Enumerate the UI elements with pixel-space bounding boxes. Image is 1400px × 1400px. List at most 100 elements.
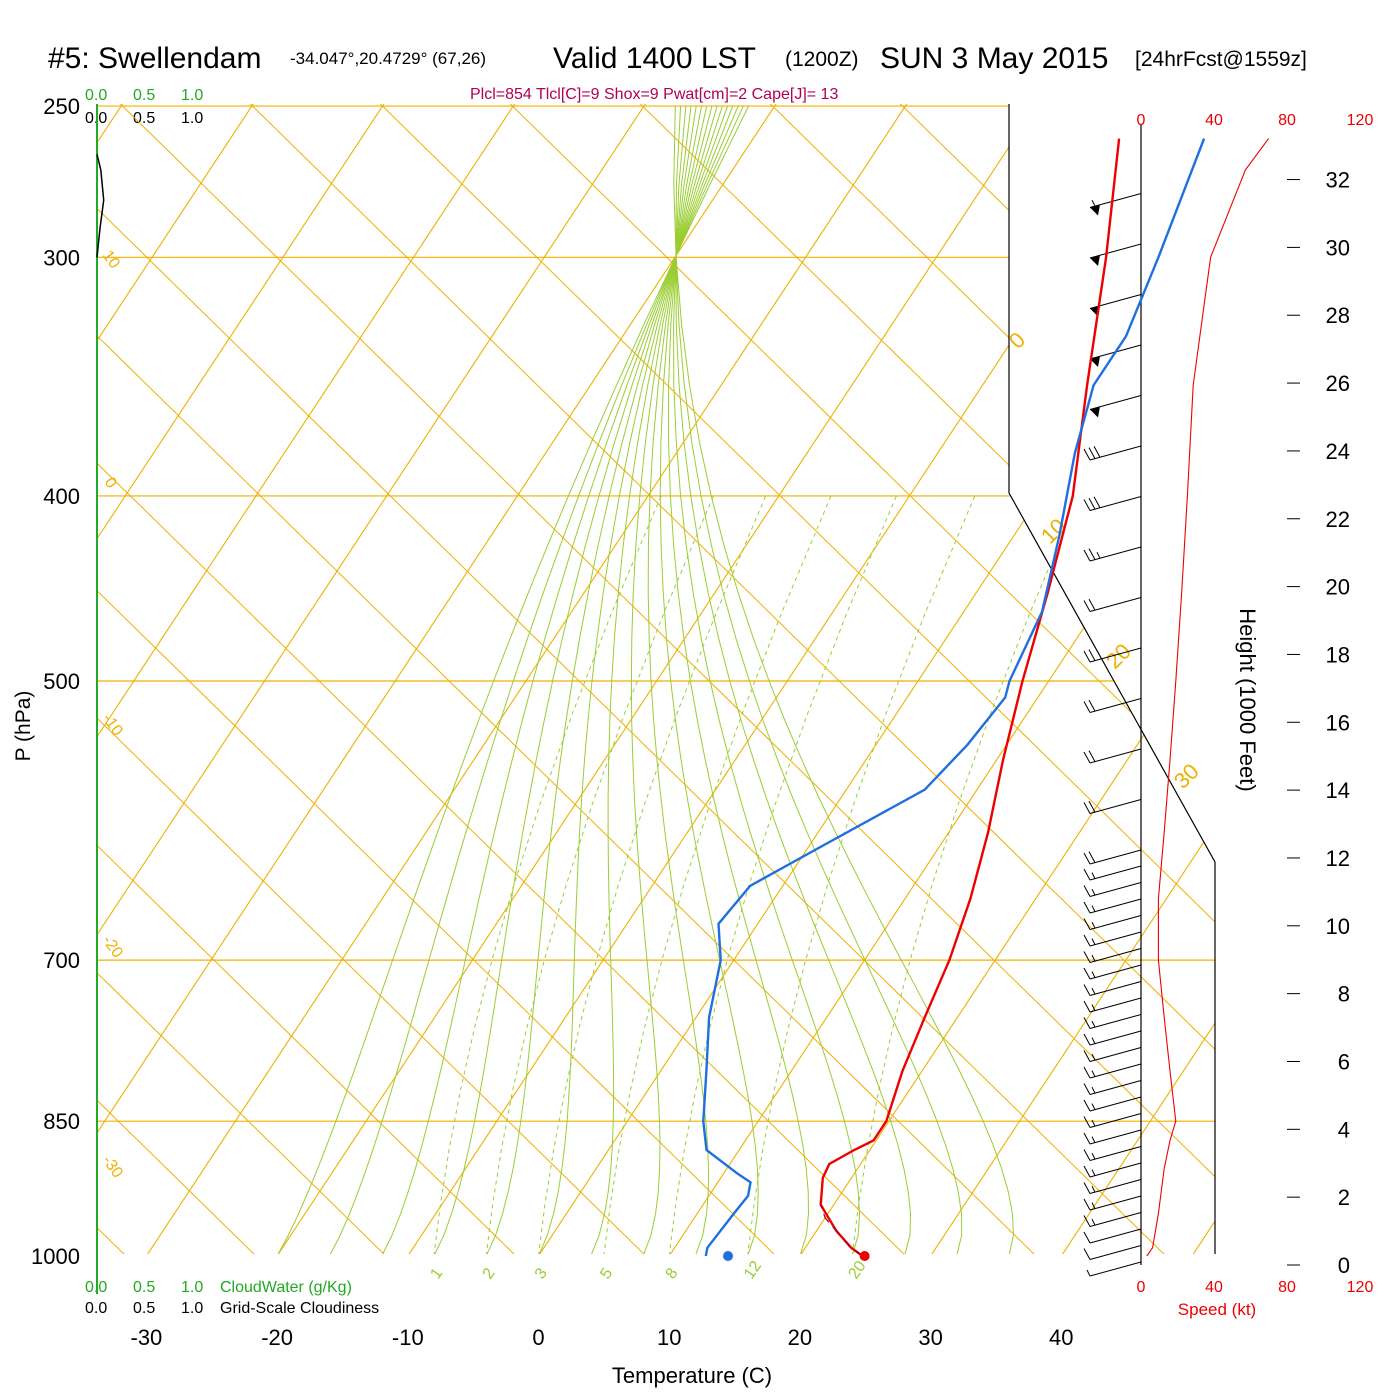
cloud-cover-tick-top: 0.5 <box>133 110 155 127</box>
height-tick-label: 22 <box>1326 507 1350 532</box>
wind-barb <box>1083 647 1142 663</box>
isotherm-line <box>97 104 784 1254</box>
station-title: #5: Swellendam <box>48 42 261 75</box>
mixing-ratio-label: 8 <box>663 1265 682 1282</box>
cloud-profile <box>96 154 105 258</box>
wind-barb <box>1083 1047 1142 1062</box>
station-coords: -34.047°,20.4729° (67,26) <box>290 49 486 68</box>
wind-barb <box>1089 344 1142 367</box>
wind-barb <box>1083 445 1142 461</box>
isotherm-line <box>251 104 1045 1254</box>
height-tick-label: 14 <box>1326 778 1350 803</box>
mixing-ratio-label: 20 <box>846 1258 870 1282</box>
mixing-ratio-label: 2 <box>480 1265 499 1282</box>
wind-barb <box>1089 243 1142 266</box>
cloud-cover-tick-top: 1.0 <box>181 110 203 127</box>
y-axis-label: P (hPa) <box>12 691 35 762</box>
dry-adiabat <box>97 104 1011 1254</box>
height-tick-label: 16 <box>1326 710 1350 735</box>
surface-dewpoint-marker <box>723 1251 734 1261</box>
grid-lines <box>97 104 1215 1254</box>
isotherm-line <box>512 104 1215 1254</box>
moist-adiabat <box>668 106 810 1254</box>
mixing-ratio-line <box>485 495 714 1254</box>
temperature-line <box>819 138 1121 1257</box>
valid-time: Valid 1400 LST <box>553 42 756 75</box>
wind-barb <box>1083 981 1142 996</box>
wind-barb <box>1083 1195 1142 1211</box>
pressure-tick-label: 400 <box>43 484 80 509</box>
wind-barb <box>1089 193 1142 216</box>
height-tick-label: 2 <box>1338 1185 1350 1210</box>
isotherm-label: 10 <box>1036 514 1071 549</box>
wind-barb <box>1083 799 1142 814</box>
speed-tick-top: 80 <box>1278 112 1296 129</box>
isotherm-label: 0 <box>101 475 120 492</box>
wind-barb <box>1083 1228 1142 1244</box>
isotherm-line <box>97 104 653 1254</box>
wind-barb <box>1083 698 1142 713</box>
isotherm-line <box>643 104 1215 1254</box>
moist-adiabat <box>647 105 710 1254</box>
isotherm-line <box>905 104 1215 1254</box>
height-tick-label: 30 <box>1326 235 1350 260</box>
cloud-water-tick-top: 0.5 <box>133 87 155 104</box>
moist-adiabat <box>673 106 861 1254</box>
right-boundary <box>1008 104 1216 1254</box>
wind-barb <box>1083 1063 1142 1079</box>
height-tick-label: 20 <box>1326 575 1350 600</box>
cloud-water-label: CloudWater (g/Kg) <box>220 1279 352 1296</box>
dry-adiabat <box>97 104 751 1254</box>
mixing-ratio-label: 12 <box>741 1258 765 1282</box>
forecast-label: [24hrFcst@1559z] <box>1135 48 1307 71</box>
mixing-ratio-line <box>668 495 897 1254</box>
height-tick-label: 12 <box>1326 846 1350 871</box>
mixing-ratio-line <box>851 495 1080 1254</box>
mixing-ratio-label: 1 <box>427 1265 446 1282</box>
wind-barb <box>1083 931 1142 947</box>
mixing-ratio-label: 5 <box>597 1265 616 1282</box>
wind-barbs <box>1083 193 1142 1277</box>
wind-barb <box>1083 1096 1142 1112</box>
dry-adiabat <box>359 104 1215 1254</box>
dewpoint-line <box>702 138 1206 1257</box>
height-tick-label: 0 <box>1338 1253 1350 1278</box>
pressure-tick-label: 500 <box>43 669 80 694</box>
isotherm-line <box>1166 104 1215 1254</box>
wind-barb <box>1083 1212 1142 1227</box>
axis-ticks: -30 -20 -10 0 10 20 30 402503004005007008501000… <box>31 94 1350 1350</box>
wind-barb <box>1083 1014 1142 1029</box>
height-axis-label: Height (1000 Feet) <box>1235 608 1260 791</box>
cloud-water-tick-bottom: 0.5 <box>133 1279 155 1296</box>
dry-adiabat <box>879 104 1215 1254</box>
speed-axis-label: Speed (kt) <box>1178 1300 1256 1319</box>
isotherm-line <box>97 104 522 1254</box>
pressure-tick-label: 700 <box>43 948 80 973</box>
dry-adiabat <box>229 104 1215 1254</box>
wind-barb <box>1083 1113 1142 1128</box>
dry-adiabat <box>97 104 1141 1254</box>
wind-barb <box>1086 1261 1142 1277</box>
x-tick-label: -20 <box>261 1325 293 1350</box>
wind-barb <box>1083 849 1142 865</box>
wind-barb <box>1083 882 1142 897</box>
height-tick-label: 10 <box>1326 914 1350 939</box>
moist-adiabat <box>675 106 963 1254</box>
moist-adiabat <box>328 105 744 1254</box>
isotherm-label: -10 <box>99 711 126 740</box>
dry-adiabat <box>97 104 621 1254</box>
pressure-tick-label: 1000 <box>31 1244 80 1269</box>
moist-adiabat <box>590 105 718 1254</box>
mixing-ratio-line <box>538 495 767 1254</box>
x-tick-label: 20 <box>788 1325 812 1350</box>
cloud-water-tick-top: 0.0 <box>85 87 107 104</box>
moist-adiabat <box>381 105 739 1254</box>
wind-barb <box>1083 915 1142 930</box>
dry-adiabat <box>1139 104 1215 1254</box>
pressure-tick-label: 250 <box>43 94 80 119</box>
dry-adiabat <box>97 104 491 1254</box>
speed-tick-bottom: 120 <box>1347 1279 1374 1296</box>
cloud-cover-tick-bottom: 1.0 <box>181 1300 203 1317</box>
x-tick-label: -30 <box>131 1325 163 1350</box>
